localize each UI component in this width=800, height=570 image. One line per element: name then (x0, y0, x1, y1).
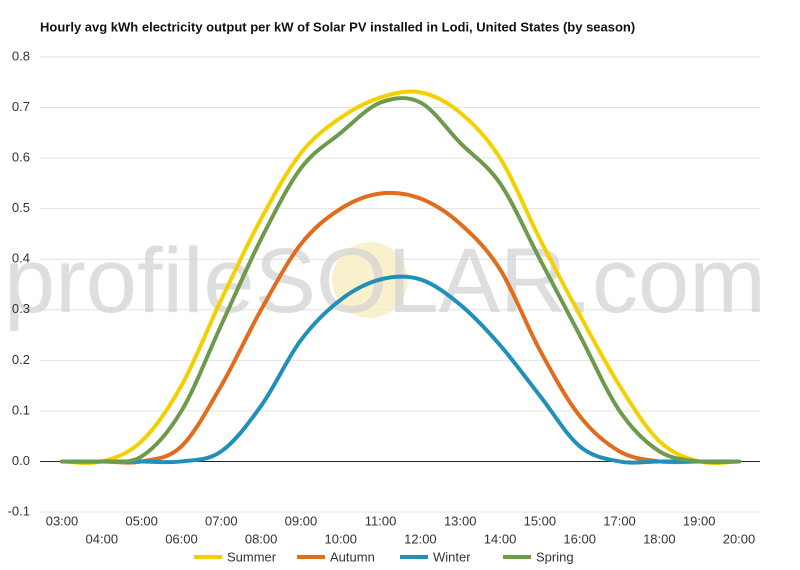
x-tick-label: 04:00 (86, 531, 119, 546)
x-tick-label: 08:00 (245, 531, 278, 546)
series-line (60, 274, 741, 465)
y-tick-label: 0.6 (12, 150, 30, 165)
y-tick-label: 0.8 (12, 48, 30, 63)
y-tick-label: 0.5 (12, 200, 30, 215)
y-tick-label: -0.1 (8, 503, 30, 518)
y-tick-label: 0.4 (12, 251, 30, 266)
x-tick-label: 16:00 (563, 531, 596, 546)
series-line (60, 96, 741, 465)
x-tick-label: 05:00 (125, 513, 158, 528)
x-tick-label: 18:00 (643, 531, 676, 546)
watermark: profileSOLAR.com (4, 230, 766, 332)
y-tick-label: 0.7 (12, 99, 30, 114)
x-tick-label: 19:00 (683, 513, 716, 528)
x-tick-label: 13:00 (444, 513, 477, 528)
x-tick-label: 10:00 (324, 531, 357, 546)
watermark-sun (332, 242, 408, 318)
legend-label: Autumn (330, 549, 375, 564)
x-tick-label: 07:00 (205, 513, 238, 528)
x-tick-label: 06:00 (165, 531, 198, 546)
y-tick-label: 0.1 (12, 402, 30, 417)
legend-label: Winter (433, 549, 471, 564)
x-tick-label: 14:00 (484, 531, 517, 546)
x-tick-label: 12:00 (404, 531, 437, 546)
x-tick-label: 09:00 (285, 513, 318, 528)
series-line (60, 190, 741, 465)
x-tick-label: 11:00 (365, 513, 397, 528)
legend-label: Summer (227, 549, 277, 564)
series-line (60, 89, 741, 465)
chart-title: Hourly avg kWh electricity output per kW… (40, 19, 635, 34)
y-tick-label: 0.2 (12, 352, 30, 367)
x-tick-label: 03:00 (46, 513, 79, 528)
y-tick-label: 0.0 (12, 453, 30, 468)
x-tick-label: 20:00 (723, 531, 756, 546)
x-tick-label: 17:00 (603, 513, 636, 528)
x-tick-label: 15:00 (524, 513, 557, 528)
legend-label: Spring (536, 549, 574, 564)
y-tick-label: 0.3 (12, 301, 30, 316)
